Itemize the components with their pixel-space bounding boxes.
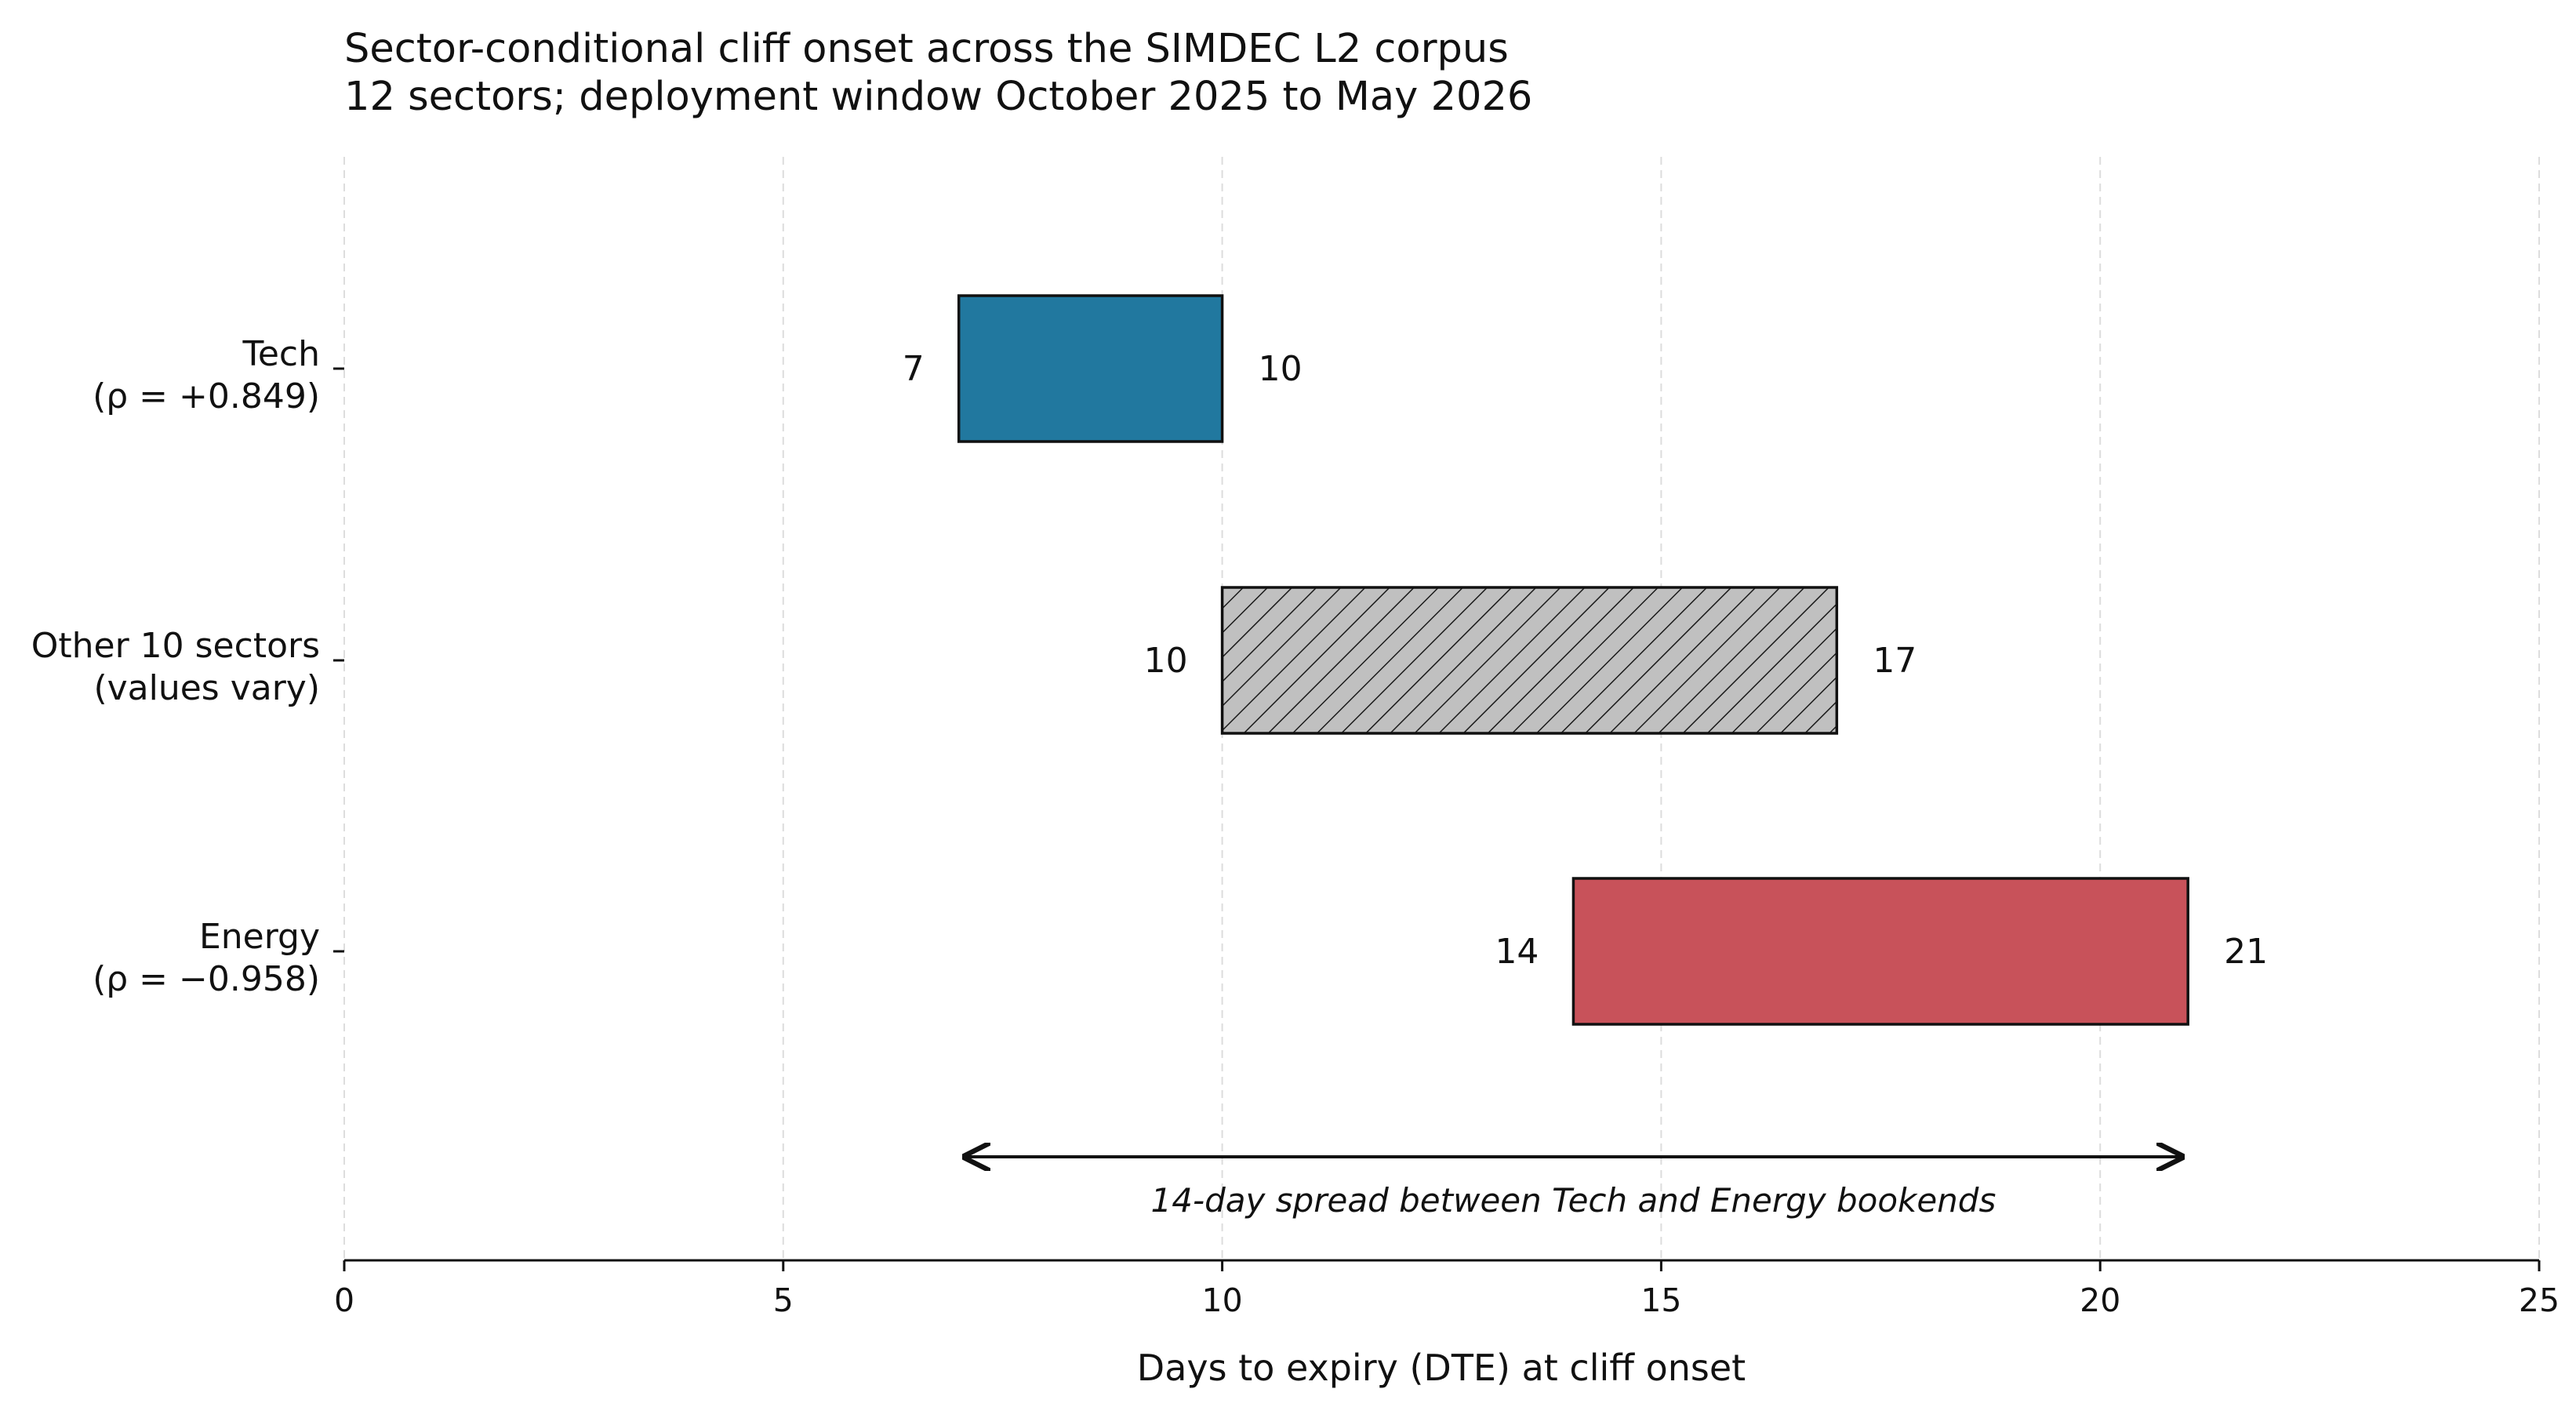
x-tick-label: 15 [1640, 1282, 1681, 1319]
x-tick-label: 20 [2080, 1282, 2120, 1319]
range-bars: 7 10 10 17 14 21 [903, 294, 2268, 1026]
bar-start-label: 14 [1495, 932, 1539, 972]
x-tick-label: 0 [334, 1282, 354, 1319]
x-axis-title: Days to expiry (DTE) at cliff onset [1137, 1347, 1746, 1389]
annotation-text: 14-day spread between Tech and Energy bo… [1151, 1181, 1996, 1220]
x-tick-label: 25 [2519, 1282, 2560, 1319]
chart-title: Sector-conditional cliff onset across th… [344, 26, 1509, 72]
spread-annotation: 14-day spread between Tech and Energy bo… [965, 1157, 2182, 1220]
x-tick-label: 10 [1202, 1282, 1243, 1319]
bar-start-label: 10 [1144, 641, 1188, 681]
bar-end-label: 17 [1873, 641, 1917, 681]
range-bar [1220, 586, 1839, 735]
category-label-line1: Other 10 sectors [31, 626, 320, 666]
x-tick-label: 5 [773, 1282, 794, 1319]
range-bar [1571, 877, 2189, 1026]
category-label-line1: Energy [199, 917, 320, 957]
category-label-line2: (ρ = −0.958) [93, 959, 320, 999]
bar-end-label: 21 [2224, 932, 2268, 972]
bar-start-label: 7 [903, 349, 925, 389]
bar-end-label: 10 [1259, 349, 1303, 389]
chart-subtitle: 12 sectors; deployment window October 20… [344, 74, 1532, 120]
category-label-line2: (ρ = +0.849) [93, 376, 320, 416]
range-bar [957, 294, 1224, 443]
category-labels: Tech(ρ = +0.849) Other 10 sectors(values … [31, 334, 344, 999]
x-axis-ticks: 0 5 10 15 20 25 [334, 1260, 2560, 1319]
category-label-line2: (values vary) [93, 668, 320, 708]
category-label-line1: Tech [242, 334, 320, 374]
